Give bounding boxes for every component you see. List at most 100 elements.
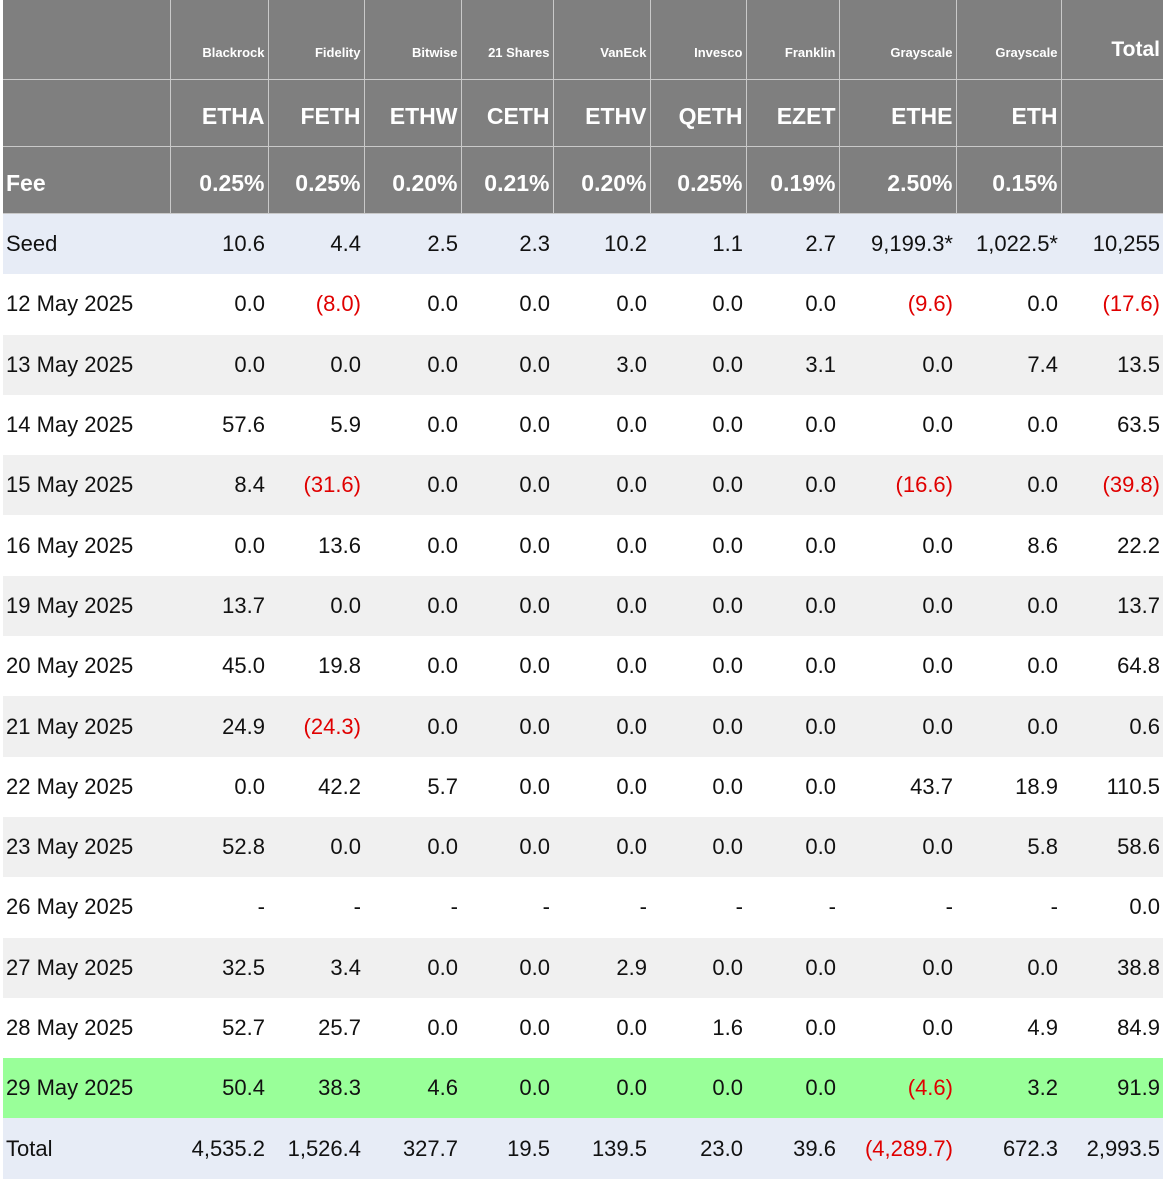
value-cell: 0.0 xyxy=(234,291,265,317)
ticker-header: EZET xyxy=(745,79,839,147)
header-corner xyxy=(3,79,170,147)
value-cell: 1,022.5* xyxy=(956,213,1061,275)
value-cell: 13.6 xyxy=(318,532,361,558)
total-row: Total 4,535.2 1,526.4 327.7 19.5 139.5 23.0 39.… xyxy=(3,1118,1163,1179)
value-cell: 3.2 xyxy=(956,1058,1061,1119)
value-cell: 10.2 xyxy=(553,213,650,275)
value-cell: 4.4 xyxy=(268,213,364,275)
value-cell: 42.2 xyxy=(318,773,361,799)
total-column-header: Total xyxy=(1060,0,1163,80)
value-cell: 8.4 xyxy=(170,455,268,516)
value-cell: - xyxy=(639,894,647,920)
value-cell: 19.8 xyxy=(318,653,361,679)
value-cell: 0.0 xyxy=(461,816,553,878)
row-label: 12 May 2025 xyxy=(6,291,134,317)
value-cell: (8.0) xyxy=(315,291,361,317)
value-cell: 7.4 xyxy=(956,334,1061,395)
value-cell: 3.1 xyxy=(746,334,839,395)
seed-row: Seed 10.6 4.4 2.5 2.3 10.2 1.1 2.7 9,199.3* 1,022… xyxy=(3,213,1163,275)
value-cell: - xyxy=(945,894,953,920)
value-cell: 0.0 xyxy=(1027,653,1058,679)
value-cell: 0.0 xyxy=(805,291,836,317)
value-cell: 0.0 xyxy=(956,575,1061,637)
value-cell: (4.6) xyxy=(839,1058,956,1119)
value-cell: 0.0 xyxy=(712,291,743,317)
value-cell: 0.0 xyxy=(519,291,550,317)
value-cell: (4,289.7) xyxy=(839,1118,956,1179)
value-cell: 0.0 xyxy=(553,455,650,516)
issuer-header: Franklin xyxy=(745,0,839,80)
table-row: 15 May 2025 8.4 (31.6) 0.0 0.0 0.0 0.0 0.0 (16.6… xyxy=(3,455,1163,516)
issuer-header: Bitwise xyxy=(363,0,461,80)
value-cell: 2.5 xyxy=(364,213,461,275)
row-total-cell: 0.6 xyxy=(1061,696,1163,757)
table-row: 20 May 2025 45.0 19.8 0.0 0.0 0.0 0.0 0.0 0.0 0.0… xyxy=(3,636,1163,696)
value-cell: 10.6 xyxy=(170,213,268,275)
table-row: 12 May 2025 0.0 (8.0) 0.0 0.0 0.0 0.0 0.0 (9.6) 0… xyxy=(3,274,1163,334)
fee-header: 0.25% xyxy=(649,146,746,214)
row-label: 21 May 2025 xyxy=(3,696,170,757)
value-cell: 0.0 xyxy=(519,653,550,679)
value-cell: 0.0 xyxy=(364,816,461,878)
value-cell: 2.7 xyxy=(746,213,839,275)
table-row: 27 May 2025 32.5 3.4 0.0 0.0 2.9 0.0 0.0 0.0 0.0 3… xyxy=(3,937,1163,998)
table-row: 23 May 2025 52.8 0.0 0.0 0.0 0.0 0.0 0.0 0.0 5.8 5… xyxy=(3,816,1163,878)
value-cell: 0.0 xyxy=(616,532,647,558)
table-row: 13 May 2025 0.0 0.0 0.0 0.0 3.0 0.0 3.1 0.0 7.4 13… xyxy=(3,334,1163,395)
value-cell: 3.4 xyxy=(268,937,364,998)
value-cell: 0.0 xyxy=(956,937,1061,998)
value-cell: 0.0 xyxy=(650,937,746,998)
value-cell: 0.0 xyxy=(746,816,839,878)
row-total-cell: 63.5 xyxy=(1117,412,1160,438)
value-cell: 0.0 xyxy=(922,412,953,438)
table-row: 19 May 2025 13.7 0.0 0.0 0.0 0.0 0.0 0.0 0.0 0.0 1… xyxy=(3,575,1163,637)
table-row: 22 May 2025 0.0 42.2 5.7 0.0 0.0 0.0 0.0 43.7 18.… xyxy=(3,757,1163,817)
value-cell: (24.3) xyxy=(268,696,364,757)
fee-header: 0.19% xyxy=(745,146,839,214)
value-cell: 4.9 xyxy=(1027,1015,1058,1040)
row-total-cell: 22.2 xyxy=(1117,532,1160,558)
value-cell: 25.7 xyxy=(318,1015,361,1040)
issuer-header: VanEck xyxy=(552,0,650,80)
row-label: Seed xyxy=(3,213,170,275)
header-blank xyxy=(1060,146,1163,214)
fee-row: Fee 0.25% 0.25% 0.20% 0.21% 0.20% 0.25% … xyxy=(3,146,1163,214)
issuer-header: Invesco xyxy=(649,0,746,80)
row-total-cell: (17.6) xyxy=(1102,291,1160,317)
row-label: 13 May 2025 xyxy=(3,334,170,395)
value-cell: 0.0 xyxy=(461,937,553,998)
value-cell: 0.0 xyxy=(650,455,746,516)
fee-label: Fee xyxy=(3,146,170,214)
row-label: 23 May 2025 xyxy=(3,816,170,878)
value-cell: 4.6 xyxy=(364,1058,461,1119)
issuer-row: Blackrock Fidelity Bitwise 21 Shares Van… xyxy=(3,0,1163,80)
value-cell: 0.0 xyxy=(746,455,839,516)
value-cell: - xyxy=(828,894,836,920)
value-cell: 0.0 xyxy=(461,334,553,395)
value-cell: 0.0 xyxy=(234,773,265,799)
row-total-cell: (39.8) xyxy=(1061,455,1163,516)
header-blank xyxy=(1060,79,1163,147)
value-cell: 1,526.4 xyxy=(268,1118,364,1179)
value-cell: (9.6) xyxy=(907,291,953,317)
value-cell: 0.0 xyxy=(461,575,553,637)
value-cell: 0.0 xyxy=(650,1058,746,1119)
table-row: 26 May 2025 - - - - - - - - - 0.0 xyxy=(3,877,1163,937)
fee-header: 0.20% xyxy=(363,146,461,214)
fee-header: 0.15% xyxy=(955,146,1061,214)
row-label: 15 May 2025 xyxy=(3,455,170,516)
row-label: 27 May 2025 xyxy=(3,937,170,998)
value-cell: 1.1 xyxy=(650,213,746,275)
value-cell: 0.0 xyxy=(839,696,956,757)
value-cell: 2.9 xyxy=(553,937,650,998)
value-cell: 0.0 xyxy=(519,532,550,558)
value-cell: 0.0 xyxy=(922,532,953,558)
value-cell: 0.0 xyxy=(519,1015,550,1040)
fee-header: 0.25% xyxy=(267,146,364,214)
value-cell: 0.0 xyxy=(805,1015,836,1040)
value-cell: 19.5 xyxy=(461,1118,553,1179)
value-cell: 0.0 xyxy=(650,334,746,395)
value-cell: 0.0 xyxy=(805,412,836,438)
value-cell: - xyxy=(257,894,265,920)
value-cell: 0.0 xyxy=(268,575,364,637)
